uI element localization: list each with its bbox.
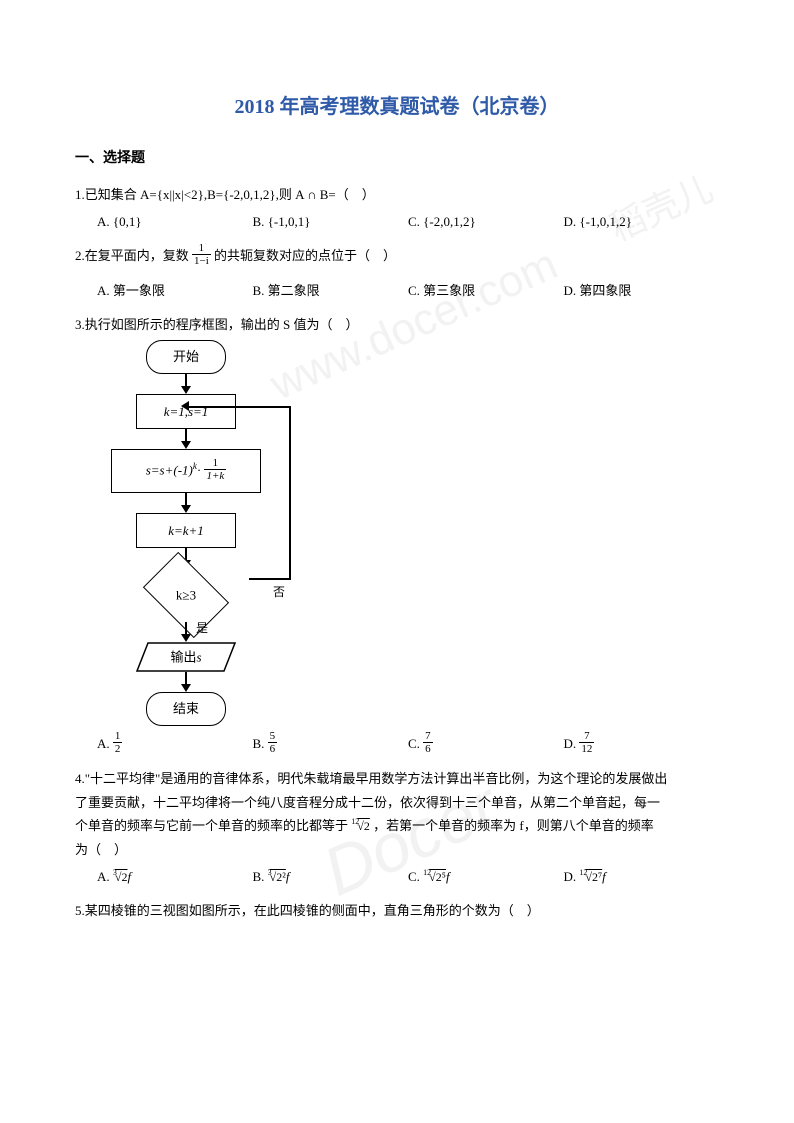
q5-text: 5.某四棱锥的三视图如图所示，在此四棱锥的侧面中，直角三角形的个数为（ ）	[75, 899, 719, 922]
q3-text: 3.执行如图所示的程序框图，输出的 S 值为（ ）	[75, 313, 719, 336]
q2-opt-d: D. 第四象限	[564, 279, 720, 302]
q4-line3-post: ，若第一个单音的频率为 f，则第八个单音的频率	[373, 818, 654, 833]
q4-opt-c: C. 12√2⁵f	[408, 865, 564, 889]
question-3: 3.执行如图所示的程序框图，输出的 S 值为（ ） 开始 k=1,s=1 s=s…	[75, 313, 719, 758]
section-heading: 一、选择题	[75, 147, 719, 167]
q2-opt-b: B. 第二象限	[253, 279, 409, 302]
q1-opt-a: A. {0,1}	[97, 210, 253, 233]
flowchart: 开始 k=1,s=1 s=s+(-1)k· 1 1+k k=k+1 k≥3 否 …	[81, 340, 291, 726]
q4-line2: 了重要贡献，十二平均律将一个纯八度音程分成十二份，依次得到十三个单音，从第二个单…	[75, 795, 660, 810]
q2-opt-a: A. 第一象限	[97, 279, 253, 302]
page-title: 2018 年高考理数真题试卷（北京卷）	[75, 90, 719, 119]
q1-opt-d: D. {-1,0,1,2}	[564, 210, 720, 233]
q3-opt-c: C. 76	[408, 732, 564, 758]
fc-no-label: 否	[273, 582, 285, 604]
question-5: 5.某四棱锥的三视图如图所示，在此四棱锥的侧面中，直角三角形的个数为（ ）	[75, 899, 719, 922]
q2-frac-num: 1	[192, 242, 211, 255]
question-1: 1.已知集合 A={x||x|<2},B={-2,0,1,2},则 A ∩ B=…	[75, 183, 719, 234]
fc-start: 开始	[146, 340, 226, 373]
q4-opt-b: B. 3√2²f	[253, 865, 409, 889]
q2-frac-den: 1−i	[192, 255, 211, 267]
q1-opt-c: C. {-2,0,1,2}	[408, 210, 564, 233]
question-4: 4."十二平均律"是通用的音律体系，明代朱载堉最早用数学方法计算出半音比例，为这…	[75, 767, 719, 888]
fc-update-s: s=s+(-1)k· 1 1+k	[111, 449, 261, 493]
q2-post: 的共轭复数对应的点位于（ ）	[214, 248, 396, 263]
q3-opt-d: D. 712	[564, 732, 720, 758]
q2-text: 2.在复平面内，复数 1 1−i 的共轭复数对应的点位于（ ）	[75, 244, 719, 270]
q4-line1: 4."十二平均律"是通用的音律体系，明代朱载堉最早用数学方法计算出半音比例，为这…	[75, 771, 667, 786]
fc-decision: k≥3 否	[81, 568, 291, 622]
q4-opt-d: D. 12√2⁷f	[564, 865, 720, 889]
q2-fraction: 1 1−i	[192, 242, 211, 267]
q3-opt-b: B. 56	[253, 732, 409, 758]
fc-output: 输出s	[136, 642, 236, 672]
q2-opt-c: C. 第三象限	[408, 279, 564, 302]
q1-opt-b: B. {-1,0,1}	[253, 210, 409, 233]
fc-init: k=1,s=1	[136, 394, 236, 429]
q2-pre: 2.在复平面内，复数	[75, 248, 192, 263]
q4-opt-a: A. 3√2f	[97, 865, 253, 889]
question-2: 2.在复平面内，复数 1 1−i 的共轭复数对应的点位于（ ） A. 第一象限 …	[75, 244, 719, 303]
q4-line4: 为（ ）	[75, 842, 127, 857]
fc-end: 结束	[146, 692, 226, 725]
q4-line3-pre: 个单音的频率与它前一个单音的频率的比都等于	[75, 818, 351, 833]
q1-text: 1.已知集合 A={x||x|<2},B={-2,0,1,2},则 A ∩ B=…	[75, 183, 719, 206]
fc-yes-label: 是	[196, 618, 208, 640]
fc-incr: k=k+1	[136, 513, 236, 548]
q3-opt-a: A. 12	[97, 732, 253, 758]
